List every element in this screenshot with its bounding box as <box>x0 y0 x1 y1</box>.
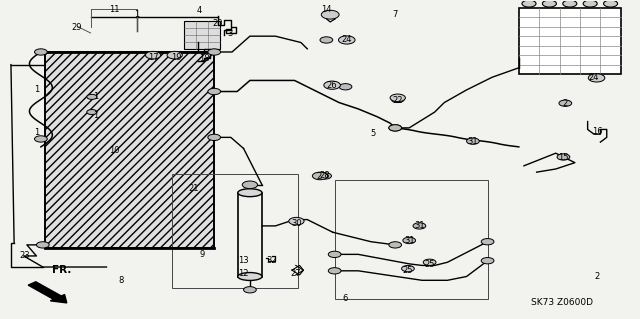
Text: 4: 4 <box>196 6 202 15</box>
Circle shape <box>590 75 603 81</box>
Circle shape <box>208 88 221 95</box>
Bar <box>172 174 298 287</box>
Circle shape <box>167 51 182 59</box>
Text: 2: 2 <box>316 172 321 181</box>
Circle shape <box>36 242 49 248</box>
Text: 2: 2 <box>594 272 599 281</box>
Circle shape <box>87 94 97 100</box>
Text: 12: 12 <box>238 270 249 278</box>
Text: 11: 11 <box>109 5 120 14</box>
Circle shape <box>481 239 494 245</box>
Text: SK73 Z0600D: SK73 Z0600D <box>531 298 593 307</box>
Text: 22: 22 <box>392 96 403 105</box>
Circle shape <box>35 49 47 55</box>
Circle shape <box>340 37 353 43</box>
Ellipse shape <box>522 0 536 7</box>
Bar <box>184 21 220 49</box>
Text: 2: 2 <box>563 99 568 108</box>
Ellipse shape <box>542 0 556 7</box>
Circle shape <box>401 265 414 272</box>
Text: 31: 31 <box>414 221 425 230</box>
Text: 1: 1 <box>93 111 99 120</box>
Text: 6: 6 <box>343 293 348 302</box>
Text: 16: 16 <box>593 127 603 136</box>
Bar <box>45 52 214 248</box>
Circle shape <box>328 251 341 257</box>
Circle shape <box>413 223 426 229</box>
Circle shape <box>481 257 494 264</box>
Text: 7: 7 <box>392 10 398 19</box>
Text: 26: 26 <box>327 81 337 90</box>
Circle shape <box>557 154 570 160</box>
Text: 17: 17 <box>148 53 158 62</box>
Circle shape <box>145 51 161 59</box>
Circle shape <box>390 94 405 102</box>
Ellipse shape <box>238 272 262 280</box>
Circle shape <box>389 242 401 248</box>
Text: 24: 24 <box>342 35 352 44</box>
Circle shape <box>403 237 415 244</box>
Circle shape <box>339 36 355 44</box>
Text: 27: 27 <box>291 269 301 278</box>
Text: 1: 1 <box>93 92 99 101</box>
Circle shape <box>467 138 479 144</box>
Text: 9: 9 <box>200 250 205 259</box>
Bar <box>519 8 621 74</box>
Ellipse shape <box>563 0 577 7</box>
Ellipse shape <box>238 189 262 197</box>
Text: 28: 28 <box>320 171 330 181</box>
Circle shape <box>326 82 339 88</box>
Text: 20: 20 <box>212 19 223 28</box>
Bar <box>335 180 488 299</box>
Text: 1: 1 <box>35 85 40 94</box>
Circle shape <box>35 136 47 142</box>
Ellipse shape <box>604 0 618 7</box>
Circle shape <box>208 49 221 55</box>
Text: 3: 3 <box>227 28 232 38</box>
Circle shape <box>319 173 332 179</box>
Text: 13: 13 <box>238 256 249 264</box>
Text: 32: 32 <box>266 256 277 265</box>
Circle shape <box>208 134 221 141</box>
Text: 10: 10 <box>109 145 120 154</box>
Text: 30: 30 <box>291 219 301 227</box>
Text: 5: 5 <box>371 129 376 138</box>
Circle shape <box>243 181 257 189</box>
Circle shape <box>87 109 97 115</box>
Circle shape <box>588 74 605 82</box>
Text: 29: 29 <box>71 23 82 32</box>
Text: 18: 18 <box>198 54 209 63</box>
Text: 25: 25 <box>403 266 413 275</box>
Text: 1: 1 <box>134 10 140 19</box>
Circle shape <box>389 125 401 131</box>
Ellipse shape <box>583 0 597 7</box>
Circle shape <box>244 286 256 293</box>
Circle shape <box>339 84 352 90</box>
Circle shape <box>320 37 333 43</box>
Text: 8: 8 <box>118 276 124 285</box>
Bar <box>45 52 214 248</box>
Text: 23: 23 <box>20 251 30 260</box>
Text: 31: 31 <box>468 137 478 146</box>
Text: 24: 24 <box>589 73 599 82</box>
Text: 25: 25 <box>424 260 435 269</box>
Text: 1: 1 <box>34 128 39 137</box>
Circle shape <box>321 10 339 19</box>
Text: 14: 14 <box>321 5 332 14</box>
Circle shape <box>559 100 572 106</box>
Circle shape <box>328 268 341 274</box>
Text: 19: 19 <box>172 53 182 62</box>
Text: 21: 21 <box>189 184 199 193</box>
Circle shape <box>389 125 401 131</box>
Circle shape <box>392 96 404 103</box>
Circle shape <box>312 172 328 180</box>
Text: FR.: FR. <box>52 264 72 275</box>
Circle shape <box>314 173 326 179</box>
Text: 31: 31 <box>404 236 415 245</box>
Circle shape <box>423 259 436 265</box>
Text: 15: 15 <box>558 153 569 162</box>
Circle shape <box>289 217 304 225</box>
FancyArrow shape <box>28 282 67 303</box>
Circle shape <box>324 81 340 89</box>
